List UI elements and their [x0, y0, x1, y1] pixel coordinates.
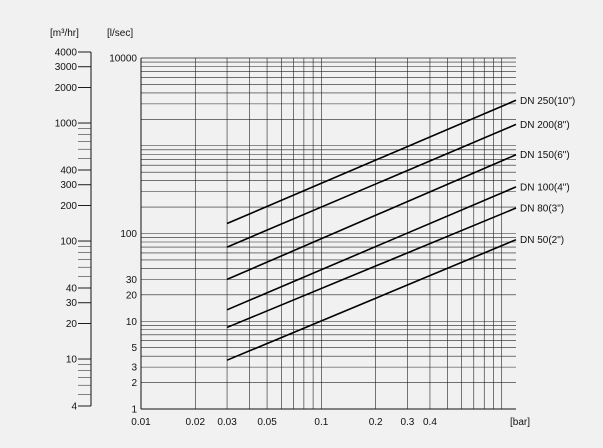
y-tick-label: 100	[120, 229, 137, 240]
series-label: DN 150(6")	[520, 150, 570, 161]
series-line	[226, 99, 517, 225]
x-tick-label: 0.02	[186, 417, 206, 428]
secondary-y-tick-label: 300	[60, 180, 77, 191]
x-tick-label: 0.1	[314, 417, 328, 428]
x-tick-label: 0.03	[217, 417, 237, 428]
secondary-y-tick-label: 3000	[55, 62, 78, 73]
y-tick-label: 10	[126, 317, 138, 328]
series-label: DN 50(2")	[520, 235, 564, 246]
series-line	[226, 153, 517, 281]
series-label: DN 250(10")	[520, 96, 575, 107]
y-tick-label: 10000	[109, 54, 137, 65]
y-tick-label: 3	[131, 363, 137, 374]
secondary-y-axis: 4 10 20 30 40 100 200 300 400 1000 2000 3000 4000	[55, 48, 92, 413]
secondary-y-tick-label: 400	[60, 166, 77, 177]
y-tick-label: 2	[131, 378, 137, 389]
y-unit-label: [l/sec]	[107, 28, 133, 39]
secondary-y-tick-label: 4	[71, 402, 77, 413]
series-line	[226, 207, 517, 329]
secondary-y-tick-label: 2000	[55, 83, 78, 94]
x-tick-label: 0.01	[131, 417, 151, 428]
x-tick-label: 0.3	[400, 417, 414, 428]
x-tick-label: 0.2	[369, 417, 383, 428]
secondary-y-tick-label: 4000	[55, 48, 78, 59]
secondary-y-tick-label: 100	[60, 237, 77, 248]
x-tick-label: 0.05	[257, 417, 277, 428]
x-unit-label: [bar]	[510, 417, 530, 428]
secondary-y-tick-label: 10	[66, 355, 78, 366]
series-line	[226, 123, 517, 248]
series-line	[226, 186, 517, 311]
secondary-y-tick-label: 20	[66, 319, 78, 330]
secondary-y-tick-label: 40	[66, 284, 78, 295]
series-line	[226, 238, 517, 361]
series-label: DN 100(4")	[520, 182, 570, 193]
labels: 0.01 0.02 0.03 0.05 0.1 0.2 0.3 0.4 1 2 3 5 10 20 30 10…	[109, 54, 575, 429]
x-tick-label: 0.4	[423, 417, 437, 428]
series-label: DN 200(8")	[520, 120, 570, 131]
y-tick-label: 30	[126, 275, 138, 286]
series-label: DN 80(3")	[520, 204, 564, 215]
y-tick-label: 5	[131, 343, 137, 354]
series-lines	[226, 99, 517, 361]
secondary-y-tick-label: 30	[66, 298, 78, 309]
y-tick-label: 20	[126, 290, 138, 301]
y-tick-label: 1	[131, 405, 137, 416]
secondary-y-tick-label: 200	[60, 201, 77, 212]
secondary-y-tick-label: 1000	[55, 119, 78, 130]
secondary-y-unit-label: [m³/hr]	[50, 28, 79, 39]
grid	[140, 57, 516, 410]
